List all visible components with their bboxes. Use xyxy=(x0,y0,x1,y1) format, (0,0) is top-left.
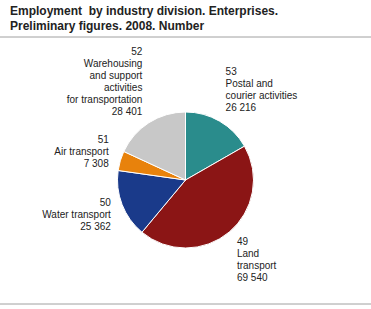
subtitle: Preliminary figures. 2008. Number xyxy=(10,19,204,33)
slice-label: 53Postal andcourier activities xyxy=(226,66,298,101)
chart-svg: Employment by industry division. Enterpr… xyxy=(0,0,371,309)
title-group: Employment by industry division. Enterpr… xyxy=(10,4,278,33)
labels: 53Postal andcourier activities26 216 49La… xyxy=(42,46,297,282)
pie-slice xyxy=(118,171,186,233)
pie xyxy=(118,112,254,248)
slice-label: 49Landtransport xyxy=(237,236,277,271)
slice-label: 52Warehousingand supportactivitiesfor tr… xyxy=(67,46,143,105)
slice-label-line: and support xyxy=(90,70,143,81)
data-label: 25 362 xyxy=(80,221,111,232)
slice-label-line: 53 xyxy=(226,66,238,77)
data-label: 26 216 xyxy=(226,102,257,113)
slice-label-line: for transportation xyxy=(67,94,143,105)
slice-label-line: 50 xyxy=(100,197,112,208)
slice-label-line: Air transport xyxy=(54,146,109,157)
title: Employment by industry division. Enterpr… xyxy=(10,4,278,18)
slice-label-line: Water transport xyxy=(42,209,111,220)
slice-label-line: Warehousing xyxy=(84,58,143,69)
slice-label-line: 52 xyxy=(131,46,143,57)
slice-label-line: Postal and xyxy=(226,78,273,89)
slice-label-line: activities xyxy=(104,82,142,93)
title-rule xyxy=(0,37,371,38)
slice-label: 50Water transport xyxy=(42,197,111,220)
data-label: 7 308 xyxy=(84,158,109,169)
slice-label: 51Air transport xyxy=(54,134,109,157)
pie-slice xyxy=(124,112,186,180)
slice-label-line: 51 xyxy=(98,134,110,145)
data-label: 69 540 xyxy=(237,272,268,283)
slice-label-line: courier activities xyxy=(226,90,298,101)
slice-label-line: Land xyxy=(237,248,259,259)
data-label: 28 401 xyxy=(112,106,143,117)
slice-label-line: 49 xyxy=(237,236,249,247)
slice-label-line: transport xyxy=(237,260,277,271)
bottom-rule xyxy=(0,304,371,305)
